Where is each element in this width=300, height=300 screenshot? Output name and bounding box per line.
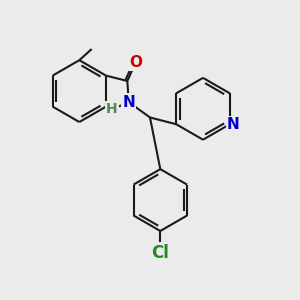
- Text: Cl: Cl: [152, 244, 169, 262]
- Text: N: N: [227, 117, 240, 132]
- Text: H: H: [106, 102, 118, 116]
- Text: O: O: [129, 55, 142, 70]
- Text: N: N: [122, 95, 135, 110]
